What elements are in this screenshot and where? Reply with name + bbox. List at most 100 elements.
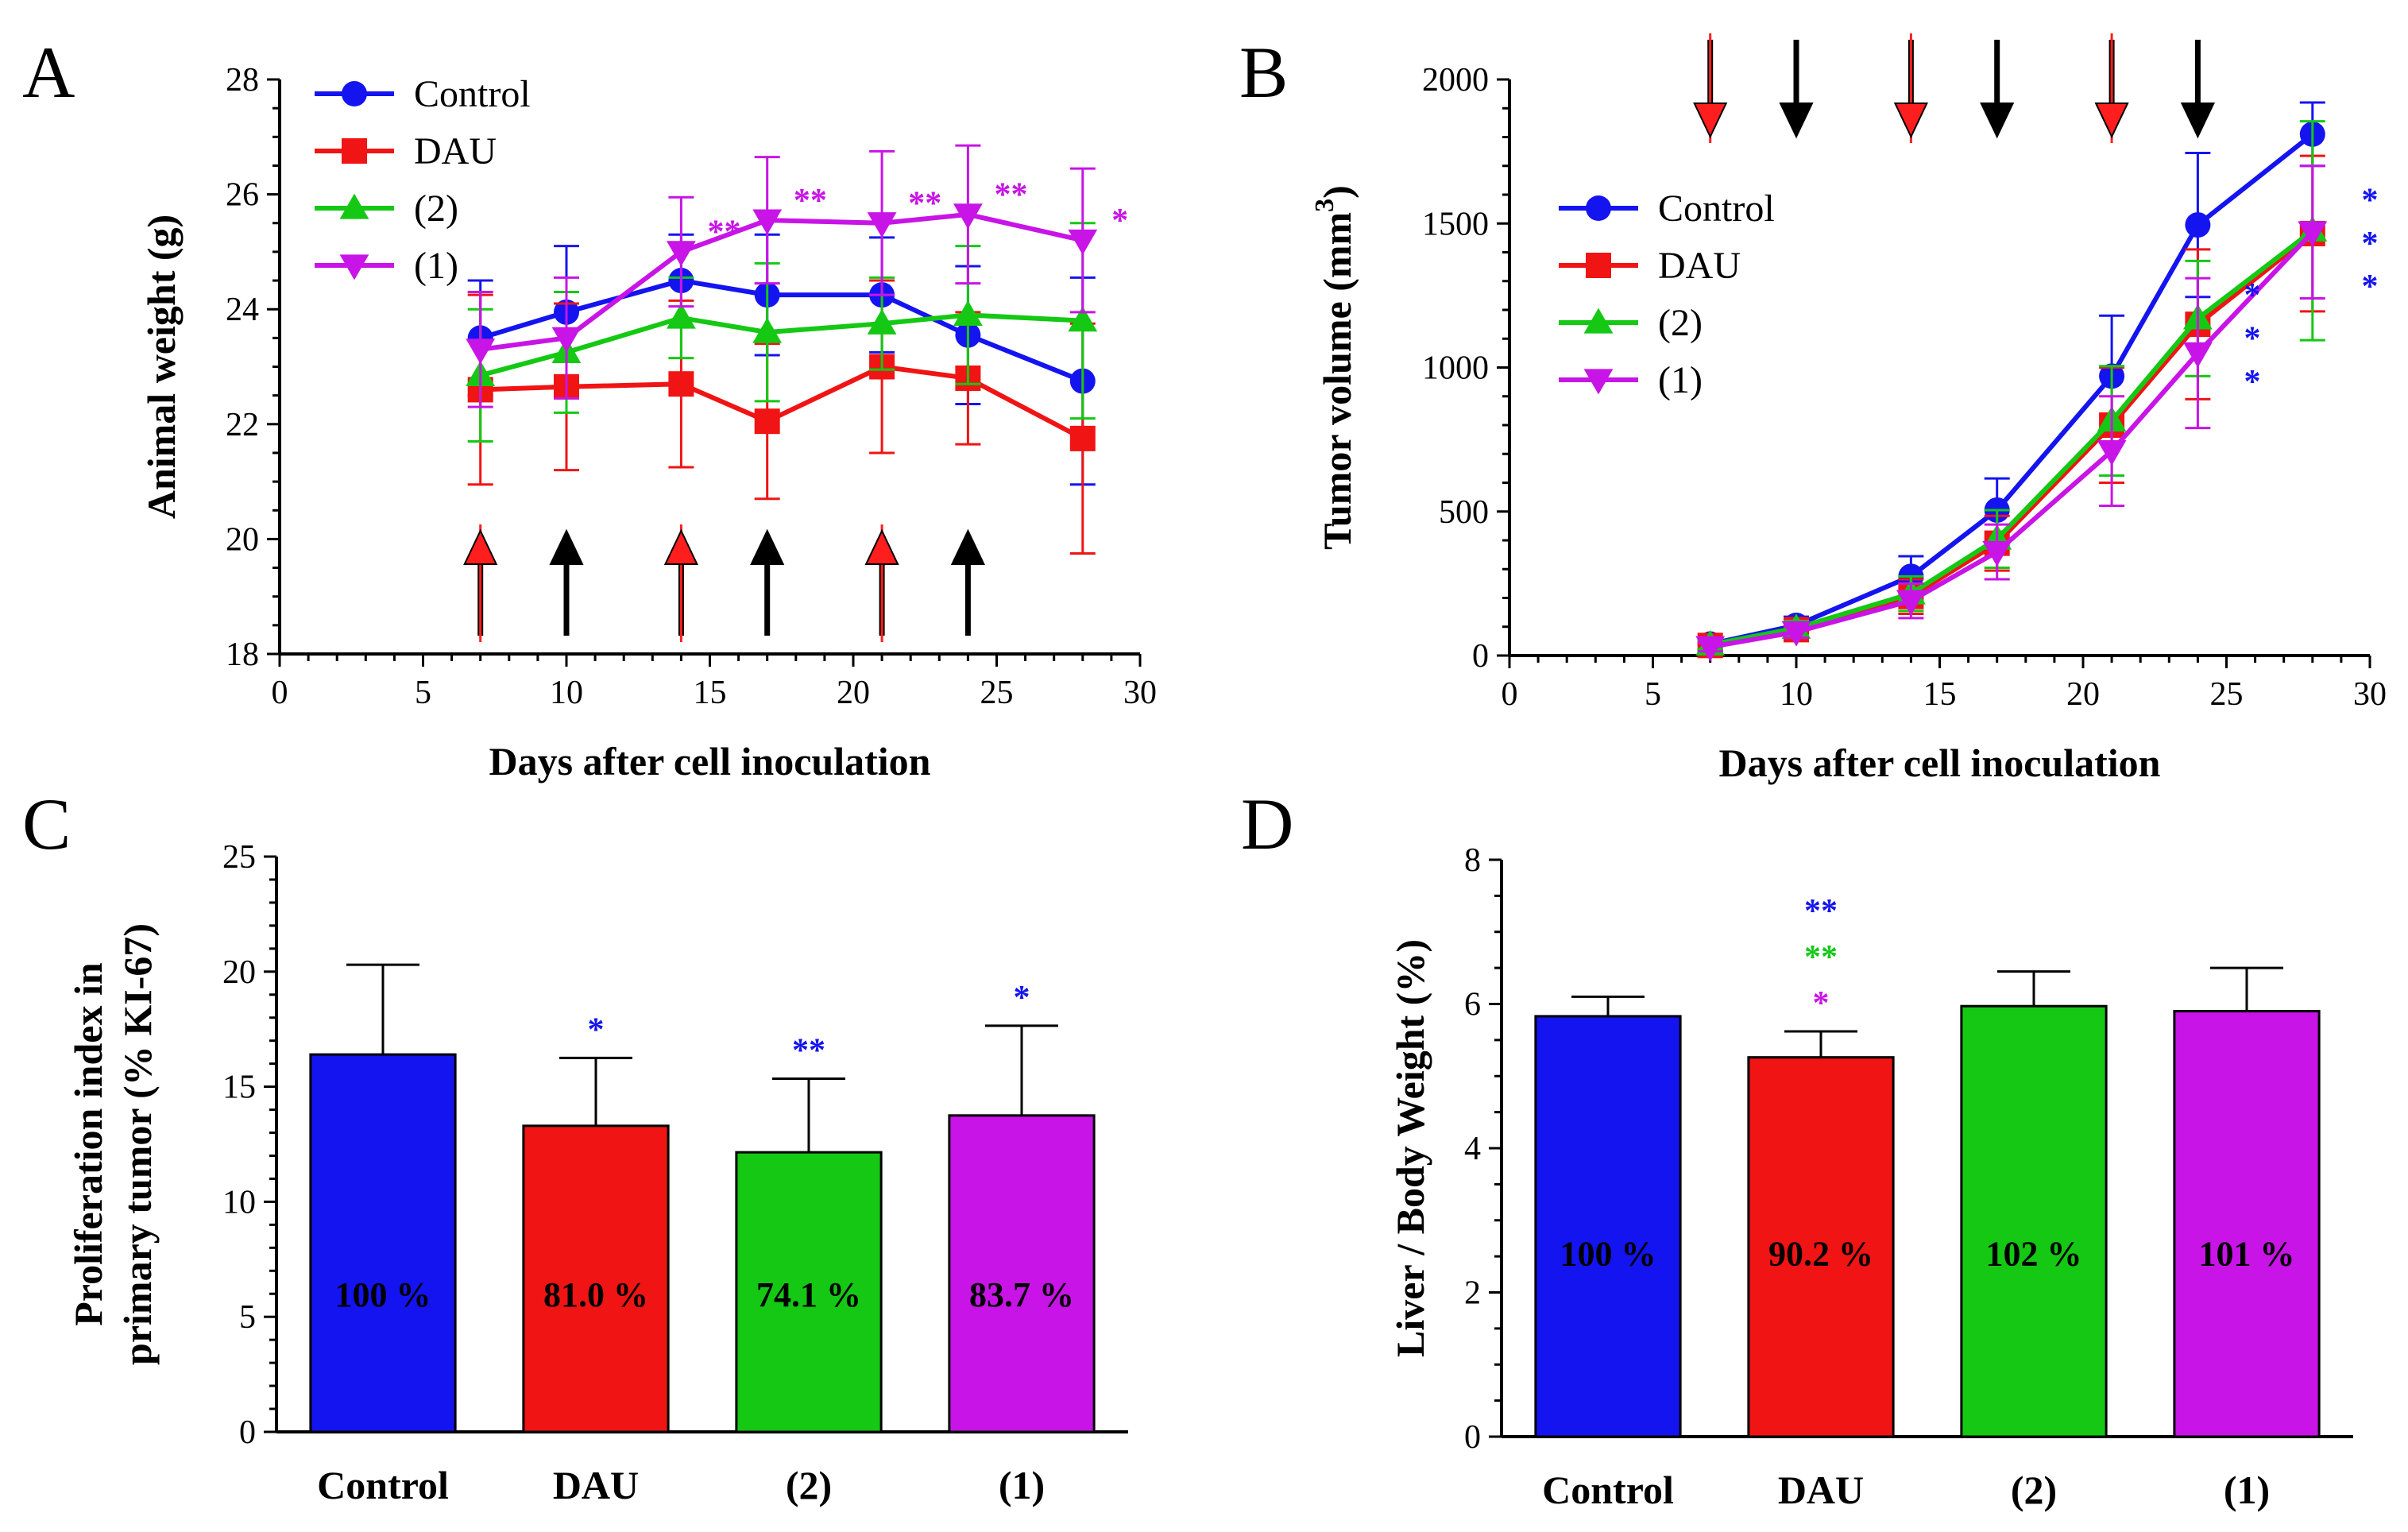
panel-b-dose-arrow-day-21 [2094, 33, 2129, 143]
panel-b-series-1 [1695, 164, 2328, 662]
panel-b-data-point-1 [2298, 221, 2328, 247]
panel-a-y-axis-title-text: Animal weight (g) [139, 215, 184, 519]
panel-c-y-tick-label: 25 [222, 839, 256, 876]
panel-c-category-label: (1) [999, 1463, 1045, 1507]
panel-a-x-tick-label: 0 [272, 675, 288, 711]
panel-a-legend-label: (1) [414, 245, 458, 287]
panel-b-significance-mark: * [2362, 269, 2379, 305]
panel-d-y-axis-title: Liver / Body Weight (%) [1388, 939, 1432, 1357]
panel-d-bar-2 [1960, 1004, 2108, 1438]
panel-d-bar-label: 100 % [1560, 1235, 1656, 1274]
panel-a-dose-arrow-day-7-head [463, 528, 498, 565]
panel-c-bar-control [309, 1053, 457, 1433]
panel-b-legend-item-control: Control [1559, 188, 1775, 230]
panel-c-significance-mark: ** [792, 1032, 825, 1069]
panel-c-significance-mark: * [1014, 980, 1030, 1016]
panel-a-dose-arrow-day-7 [463, 524, 498, 642]
panel-b-x-tick-label: 15 [1923, 676, 1957, 713]
panel-a-dose-arrow-day-24 [950, 528, 985, 636]
panel-a-data-point-dau [1069, 425, 1096, 451]
panel-d-category-label: (1) [2224, 1468, 2270, 1512]
panel-b-y-tick-label: 500 [1439, 494, 1489, 531]
panel-a-panel-letter: A [22, 32, 75, 113]
panel-d-significance-mark: * [1813, 985, 1830, 1022]
panel-a-y-tick-label: 18 [226, 636, 259, 673]
panel-b-y-tick-label: 1000 [1422, 350, 1489, 387]
panel-a-data-point-1 [466, 339, 496, 365]
panel-b-x-tick-label: 25 [2210, 676, 2244, 713]
panel-c-bar-group-control: 100 % Control [309, 963, 457, 1507]
panel-c-y-tick-label: 15 [222, 1070, 256, 1106]
panel-a-data-point-2 [667, 303, 696, 329]
panel-c-bar-group-1: 83.7 % (1) * [948, 980, 1096, 1507]
panel-c-significance-mark: * [588, 1012, 605, 1048]
panel-d-category-label: Control [1542, 1468, 1674, 1512]
panel-b-x-axis-title: Days after cell inoculation [1719, 741, 2161, 785]
panel-b-data-point-control [2185, 212, 2211, 238]
panel-d-bar-control [1534, 1015, 1682, 1438]
panel-a-dose-arrow-day-21-head [864, 528, 899, 565]
panel-b-significance-mark: * [2362, 226, 2379, 262]
panel-a-x-tick-label: 30 [1123, 675, 1157, 711]
panel-a-dose-arrow-day-10-head [549, 528, 584, 565]
panel-b-line-chart: B 0 5 10 15 20 25 30 0 500 1000 1500 2000 Days after … [1239, 32, 2387, 785]
panel-a-legend-item-dau: DAU [315, 130, 497, 172]
panel-b-legend-item-2: (2) [1559, 302, 1703, 344]
panel-c-bar-label: 83.7 % [969, 1275, 1074, 1314]
panel-c-category-label: (2) [786, 1463, 832, 1507]
panel-c-y-tick-label: 10 [222, 1184, 256, 1221]
panel-d-bar-group-dau: 90.2 %DAU***** [1747, 893, 1895, 1512]
panel-b-x-tick-label: 20 [2066, 676, 2100, 713]
panel-a-x-tick-label: 25 [980, 675, 1014, 711]
panel-a-x-tick-label: 10 [550, 675, 583, 711]
panel-c-bar-chart: C 0 5 10 15 20 25 Proliferation index in primary… [22, 783, 1128, 1507]
panel-d-bar-1 [2173, 1010, 2321, 1438]
panel-b-legend-marker [1583, 369, 1614, 395]
panel-b-legend-marker [1583, 308, 1614, 334]
panel-d-y-tick-label: 8 [1464, 842, 1481, 879]
panel-b-dose-arrow-day-17 [1980, 40, 2015, 139]
panel-a-dose-arrow-day-17-head [750, 528, 785, 565]
panel-c-bar-group-2: 74.1 % (2) ** [735, 1032, 883, 1507]
panel-c-y-tick-label: 0 [239, 1414, 256, 1451]
panel-d-y-tick-label: 2 [1464, 1275, 1481, 1312]
panel-b-dose-arrow-day-14-head [1893, 103, 1928, 139]
panel-a-legend-marker [339, 193, 369, 219]
panel-b-legend: Control DAU (2) (1) [1559, 188, 1775, 401]
panel-a-dose-arrow-day-14 [663, 524, 698, 642]
panel-a-series-1 [466, 144, 1098, 408]
panel-d-bar-group-2: 102 % (2) [1960, 970, 2108, 1512]
panel-b-data-point-1 [1695, 636, 1726, 662]
panel-b-y-axis-title-sup: 3 [1310, 199, 1339, 212]
panel-b-legend-marker [1586, 195, 1611, 221]
panel-b-y-tick-label: 2000 [1422, 62, 1489, 99]
panel-a-significance-mark: * [1111, 203, 1128, 239]
panel-b-series-line-1 [1710, 230, 2314, 650]
panel-a-data-point-1 [953, 203, 983, 230]
panel-d-bar-chart: D 0 2 4 6 8 Liver / Body Weight (%) 100 % Contro… [1241, 783, 2353, 1512]
panel-a-data-point-dau [668, 371, 694, 397]
panel-a-y-tick-label: 22 [226, 407, 259, 443]
panel-a-x-tick-label: 5 [415, 675, 431, 711]
panel-b-data-point-1 [1781, 621, 1811, 647]
panel-b-dose-arrow-day-21-head [2094, 103, 2129, 139]
panel-b-legend-item-dau: DAU [1559, 245, 1741, 287]
panel-a-y-tick-label: 20 [226, 521, 259, 558]
panel-b-legend-marker [1586, 253, 1611, 278]
panel-d-bar-label: 101 % [2199, 1235, 2295, 1274]
panel-c-bar-label: 100 % [335, 1275, 431, 1314]
panel-a-legend-item-1: (1) [315, 245, 458, 287]
panel-b-y-tick-label: 0 [1472, 638, 1489, 675]
panel-d-bar-label: 90.2 % [1768, 1235, 1873, 1274]
panel-a-legend-marker [342, 81, 367, 106]
panel-b-dose-arrow-day-7 [1693, 33, 1728, 143]
panel-b-significance-mark: * [2244, 364, 2260, 400]
panel-b-legend-item-1: (1) [1559, 359, 1703, 401]
panel-b-series-line-control [1710, 132, 2314, 647]
panel-b-dose-arrow-day-10 [1779, 40, 1814, 139]
panel-d-y-tick-label: 4 [1464, 1131, 1481, 1167]
panel-a-legend: Control DAU (2) (1) [315, 73, 531, 287]
panel-b-y-tick-label: 1500 [1422, 206, 1489, 242]
panel-b-y-axis-title-text: Tumor volume (mm [1315, 212, 1359, 550]
panel-a-data-point-1 [667, 241, 696, 267]
